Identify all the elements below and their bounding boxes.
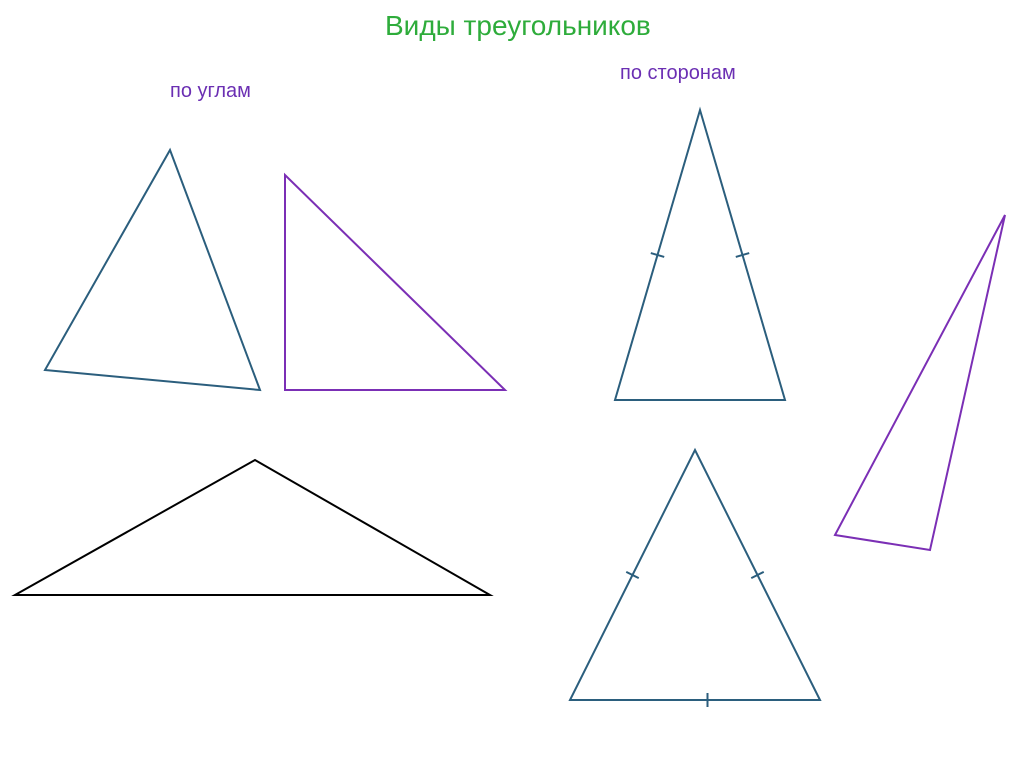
triangle-canvas: [0, 0, 1024, 767]
triangle-acute: [45, 150, 260, 390]
triangle-isosceles: [615, 110, 785, 400]
triangle-obtuse: [15, 460, 490, 595]
triangle-right: [285, 175, 505, 390]
triangle-equilateral: [570, 450, 820, 700]
tick-marks: [626, 253, 764, 707]
triangle-scalene: [835, 215, 1005, 550]
